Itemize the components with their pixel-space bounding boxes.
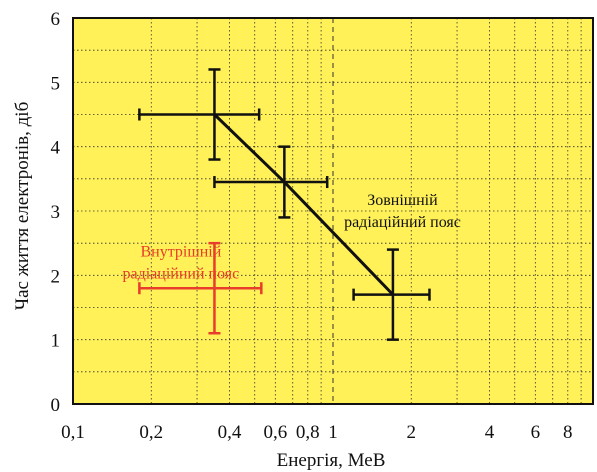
y-tick-label: 5 <box>51 73 61 94</box>
annotation-line: Внутрішній <box>141 243 222 260</box>
x-tick-label: 2 <box>407 422 417 443</box>
y-tick-label: 1 <box>51 331 61 352</box>
annotation-layer: Зовнішній радіаційний пояс Внутрішній радіа… <box>123 192 461 282</box>
x-tick-label: 0,8 <box>296 422 320 443</box>
grid <box>73 18 593 404</box>
y-tick-label: 3 <box>51 202 61 223</box>
annotation-label: Внутрішній радіаційний пояс <box>123 243 240 282</box>
annotation-line: Зовнішній <box>367 192 438 209</box>
x-tick-label: 0,2 <box>139 422 163 443</box>
plot-frame <box>72 17 594 405</box>
annotation-line: радіаційний пояс <box>344 214 461 231</box>
x-tick-label: 0,1 <box>61 422 85 443</box>
data-point <box>138 68 261 161</box>
y-tick-label: 2 <box>51 266 61 287</box>
x-tick-label: 8 <box>563 422 573 443</box>
y-tick-label: 0 <box>51 395 61 416</box>
y-tick-labels: 0 1 2 3 4 5 6 <box>51 9 61 416</box>
data-point <box>213 145 329 219</box>
x-axis-title: Енергія, МеВ <box>277 450 386 471</box>
x-tick-labels: 0,1 0,2 0,4 0,6 0,8 1 2 4 6 8 <box>61 422 572 443</box>
annotation-label: Зовнішній радіаційний пояс <box>344 192 461 231</box>
x-tick-label: 4 <box>485 422 495 443</box>
x-tick-label: 1 <box>328 422 338 443</box>
x-tick-label: 0,6 <box>263 422 287 443</box>
x-tick-label: 6 <box>531 422 541 443</box>
series-1 <box>138 241 263 335</box>
y-tick-label: 6 <box>51 9 61 30</box>
data-point <box>138 241 263 335</box>
series-layer <box>138 68 431 341</box>
x-tick-label: 0,4 <box>218 422 242 443</box>
y-tick-label: 4 <box>51 138 61 159</box>
data-point <box>352 248 431 341</box>
y-axis-title: Час життя електронів, діб <box>12 102 33 311</box>
annotation-line: радіаційний пояс <box>123 265 240 282</box>
series-0 <box>138 68 431 341</box>
